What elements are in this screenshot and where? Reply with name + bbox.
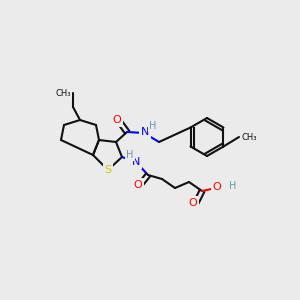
Text: CH₃: CH₃ [241, 133, 257, 142]
Text: O: O [134, 180, 142, 190]
Text: O: O [213, 182, 221, 192]
Text: O: O [112, 115, 122, 125]
Text: N: N [141, 127, 149, 137]
Text: H: H [149, 121, 157, 131]
Text: H: H [126, 150, 134, 160]
Text: H: H [229, 181, 237, 191]
Text: N: N [132, 157, 140, 167]
Text: S: S [104, 165, 112, 175]
Text: O: O [189, 198, 197, 208]
Text: CH₃: CH₃ [55, 88, 71, 98]
